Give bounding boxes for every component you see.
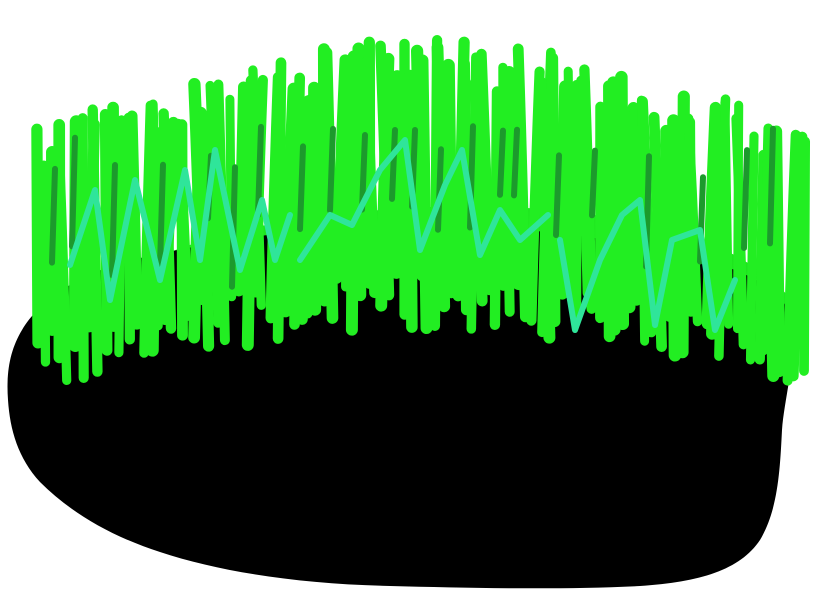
grass-blade xyxy=(615,70,630,331)
grass-scribble xyxy=(557,197,738,333)
grass-blade xyxy=(205,80,223,328)
grass-blade xyxy=(571,79,582,324)
grass-blade xyxy=(683,113,703,327)
grass-blades-dark xyxy=(49,123,776,290)
grass-blade xyxy=(676,90,690,359)
grass-blade xyxy=(272,57,287,344)
grass-blade xyxy=(31,123,44,349)
grass-blade xyxy=(289,72,306,330)
grass-blade xyxy=(416,54,433,335)
grass-blade xyxy=(476,48,495,296)
grass-blade-shadow xyxy=(359,132,368,213)
grass-blade xyxy=(512,43,531,323)
grass-blade xyxy=(39,160,51,367)
grass-blade-shadow xyxy=(553,152,562,238)
grass-blade xyxy=(489,86,503,330)
grass-blade xyxy=(279,82,301,318)
grass-blade xyxy=(745,131,759,365)
grass-scribble xyxy=(67,147,293,303)
grass-blade-shadow xyxy=(435,146,444,233)
grass-blade-shadow xyxy=(49,165,58,266)
grass-blade xyxy=(77,113,89,383)
grass-blade xyxy=(607,76,621,336)
grass-blade xyxy=(158,108,177,334)
grass-blade xyxy=(55,157,72,386)
grass-blade-shadow xyxy=(157,161,166,269)
grass-blade xyxy=(390,70,404,279)
grass-blade-shadow xyxy=(69,134,78,250)
grass-blade xyxy=(375,40,395,301)
grass-blade xyxy=(114,115,127,358)
grass-blade xyxy=(546,52,561,328)
grass-blade-shadow xyxy=(741,147,750,251)
grass-blade xyxy=(213,79,230,346)
grass-blade-shadow xyxy=(327,125,336,214)
grass-blade-shadow xyxy=(297,143,306,233)
grass-blade xyxy=(360,57,380,299)
grass-blade xyxy=(731,113,749,350)
grass-blade xyxy=(188,78,209,305)
grass-blade xyxy=(563,66,576,298)
grass-blade xyxy=(352,42,367,302)
grass-blade xyxy=(148,99,163,331)
grass-blade xyxy=(87,104,103,377)
grass-blade-shadow xyxy=(497,127,506,198)
grass-scribble xyxy=(297,137,551,263)
grass-blade-shadow xyxy=(589,147,598,219)
grass-blades-mint xyxy=(67,137,738,333)
grass-blade xyxy=(534,76,556,344)
grass-blade xyxy=(770,125,786,378)
grass-blade xyxy=(648,111,667,352)
grass-blade xyxy=(469,78,488,307)
grass-blade xyxy=(99,109,113,356)
grass-blade xyxy=(782,129,801,386)
grass-blade xyxy=(799,136,811,376)
grass-blade-shadow xyxy=(767,125,776,247)
grass-blade-shadow xyxy=(389,127,398,202)
grass-blade-shadow xyxy=(511,126,520,199)
grass-blade xyxy=(171,118,193,322)
grass-blade xyxy=(126,110,143,330)
grass-blade-shadow xyxy=(255,123,264,218)
grass-blade-shadow xyxy=(109,162,118,279)
grass-blade xyxy=(308,81,322,316)
